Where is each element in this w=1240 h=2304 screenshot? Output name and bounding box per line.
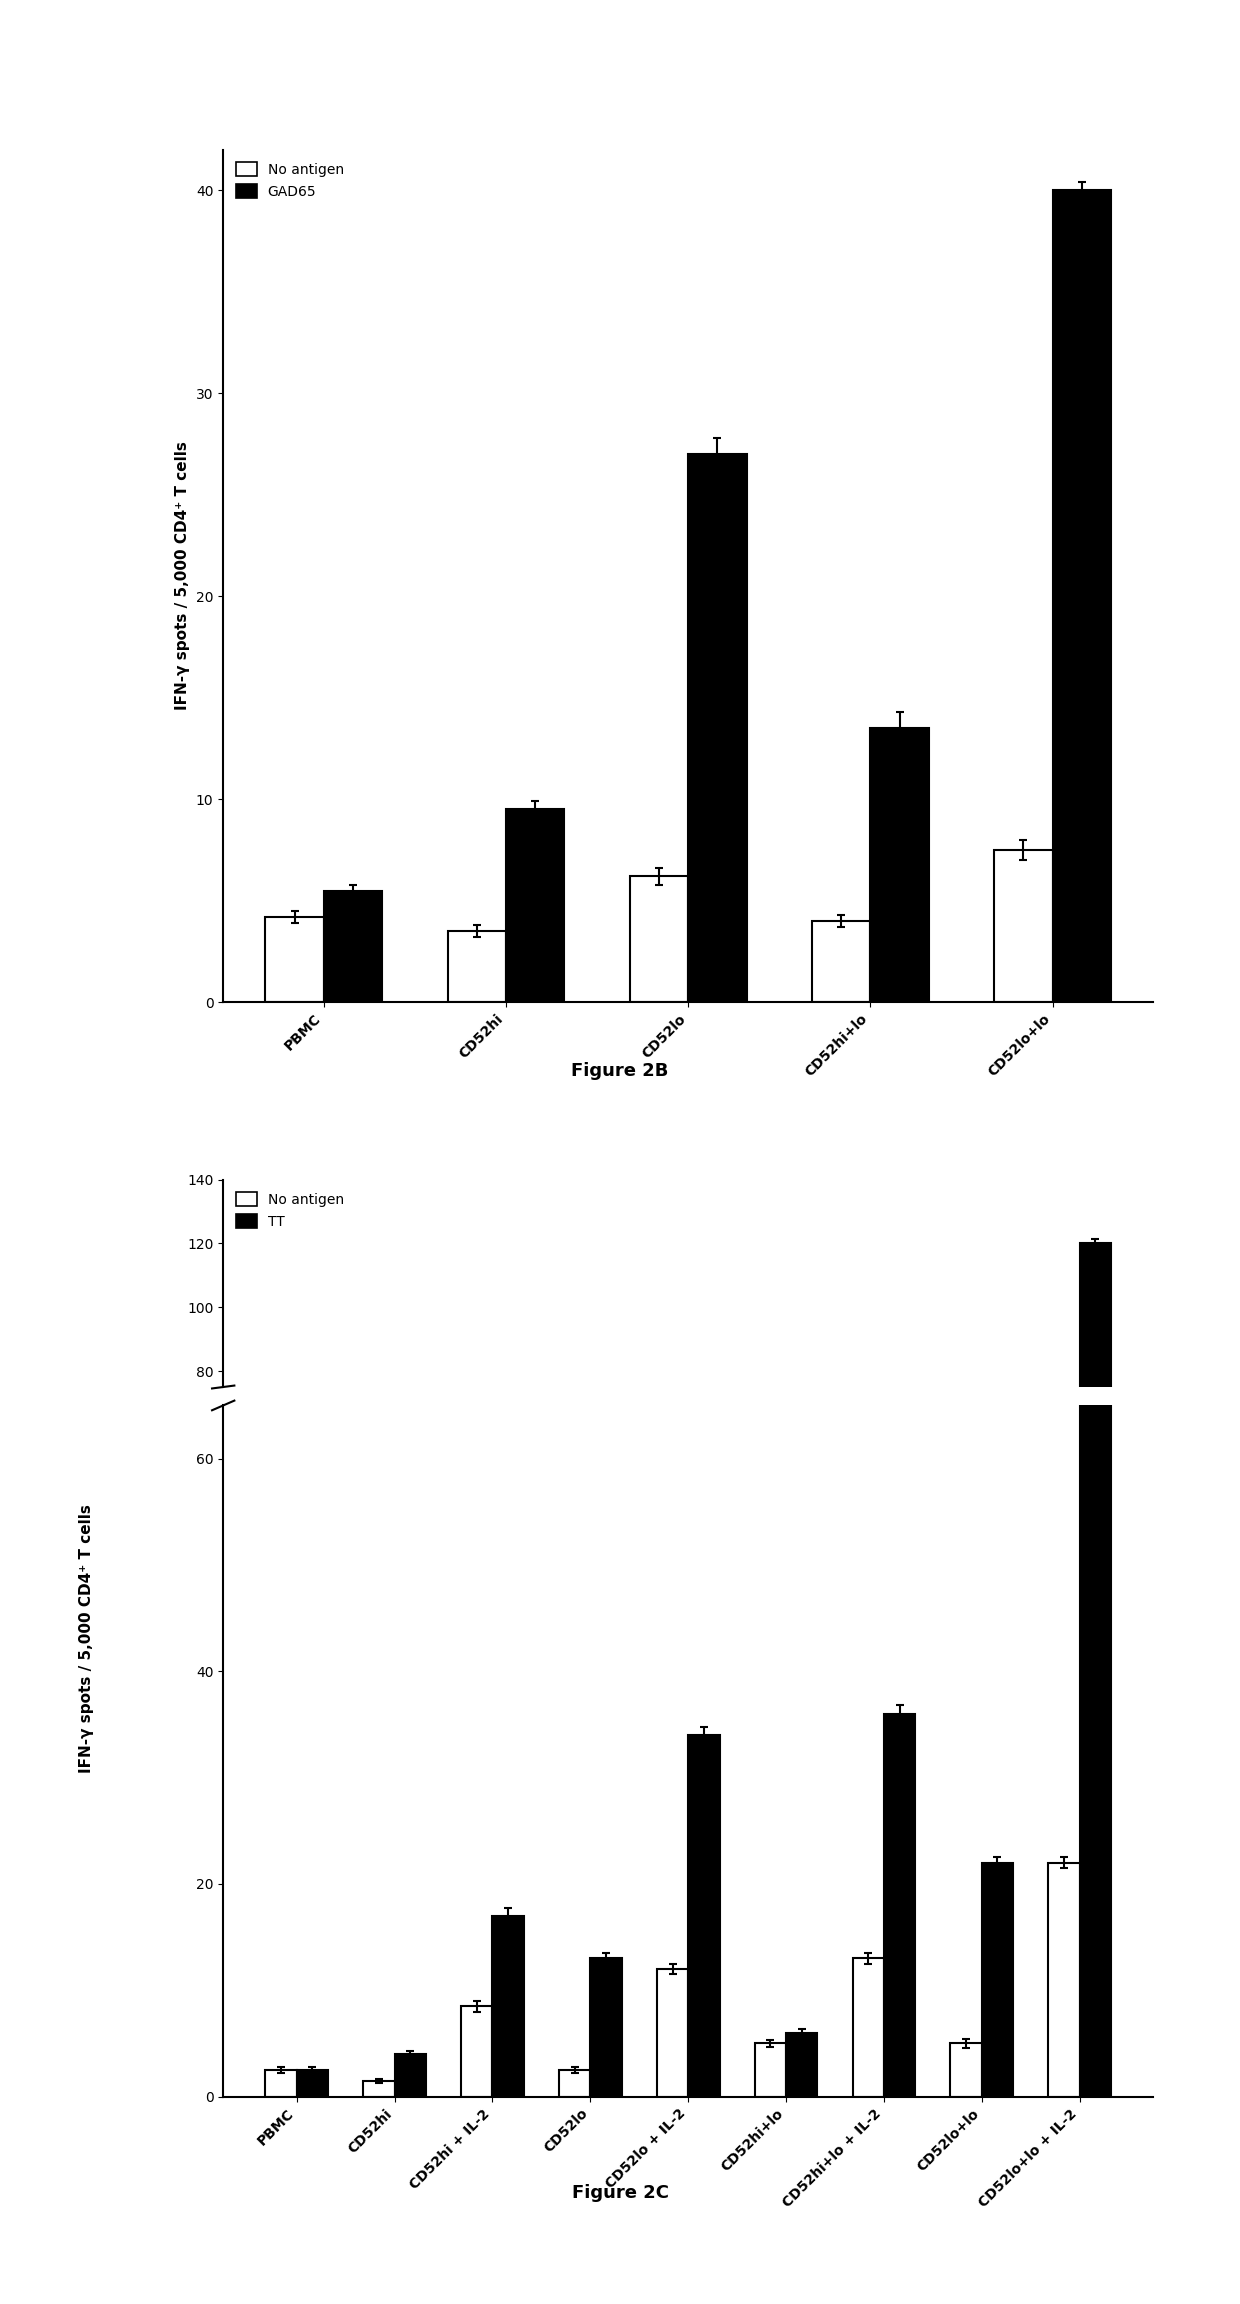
Bar	[853, 1585, 884, 1627]
Bar	[853, 1958, 884, 2097]
Legend: No antigen, TT: No antigen, TT	[231, 1187, 350, 1235]
Bar	[590, 1958, 621, 2097]
Bar	[461, 2007, 492, 2097]
Bar	[363, 1622, 394, 1627]
Bar	[265, 1617, 296, 1627]
Bar	[884, 1511, 915, 1627]
Text: Figure 2B: Figure 2B	[572, 1062, 668, 1081]
Bar	[994, 850, 1053, 1002]
Bar	[982, 1862, 1013, 2097]
Bar	[324, 892, 382, 1002]
Bar	[492, 1571, 523, 1627]
Bar	[448, 931, 506, 1002]
Bar	[688, 454, 746, 1002]
Bar	[1048, 1862, 1080, 2097]
Bar	[506, 809, 564, 1002]
Bar	[786, 2032, 817, 2097]
Bar	[950, 1610, 982, 1627]
Text: Figure 2C: Figure 2C	[572, 2184, 668, 2203]
Legend: No antigen, GAD65: No antigen, GAD65	[231, 157, 350, 205]
Bar	[786, 1608, 817, 1627]
Bar	[630, 876, 688, 1002]
Bar	[884, 1714, 915, 2097]
Bar	[265, 917, 324, 1002]
Bar	[755, 1610, 786, 1627]
Bar	[812, 922, 870, 1002]
Bar	[657, 1970, 688, 2097]
Bar	[1080, 820, 1111, 2097]
Bar	[688, 1735, 719, 2097]
Bar	[1048, 1555, 1080, 1627]
Bar	[394, 2055, 427, 2097]
Bar	[870, 728, 929, 1002]
Bar	[755, 2044, 786, 2097]
Y-axis label: IFN-γ spots / 5,000 CD4⁺ T cells: IFN-γ spots / 5,000 CD4⁺ T cells	[175, 442, 190, 710]
Text: IFN-γ spots / 5,000 CD4⁺ T cells: IFN-γ spots / 5,000 CD4⁺ T cells	[79, 1505, 94, 1772]
Bar	[296, 1617, 329, 1627]
Bar	[1053, 191, 1111, 1002]
Bar	[492, 1917, 523, 2097]
Bar	[590, 1585, 621, 1627]
Bar	[982, 1555, 1013, 1627]
Bar	[363, 2081, 394, 2097]
Bar	[265, 2069, 296, 2097]
Bar	[1080, 1244, 1111, 1627]
Bar	[296, 2069, 329, 2097]
Bar	[657, 1587, 688, 1627]
Bar	[559, 1617, 590, 1627]
Bar	[688, 1518, 719, 1627]
Bar	[461, 1599, 492, 1627]
Bar	[559, 2069, 590, 2097]
Bar	[950, 2044, 982, 2097]
Bar	[394, 1613, 427, 1627]
